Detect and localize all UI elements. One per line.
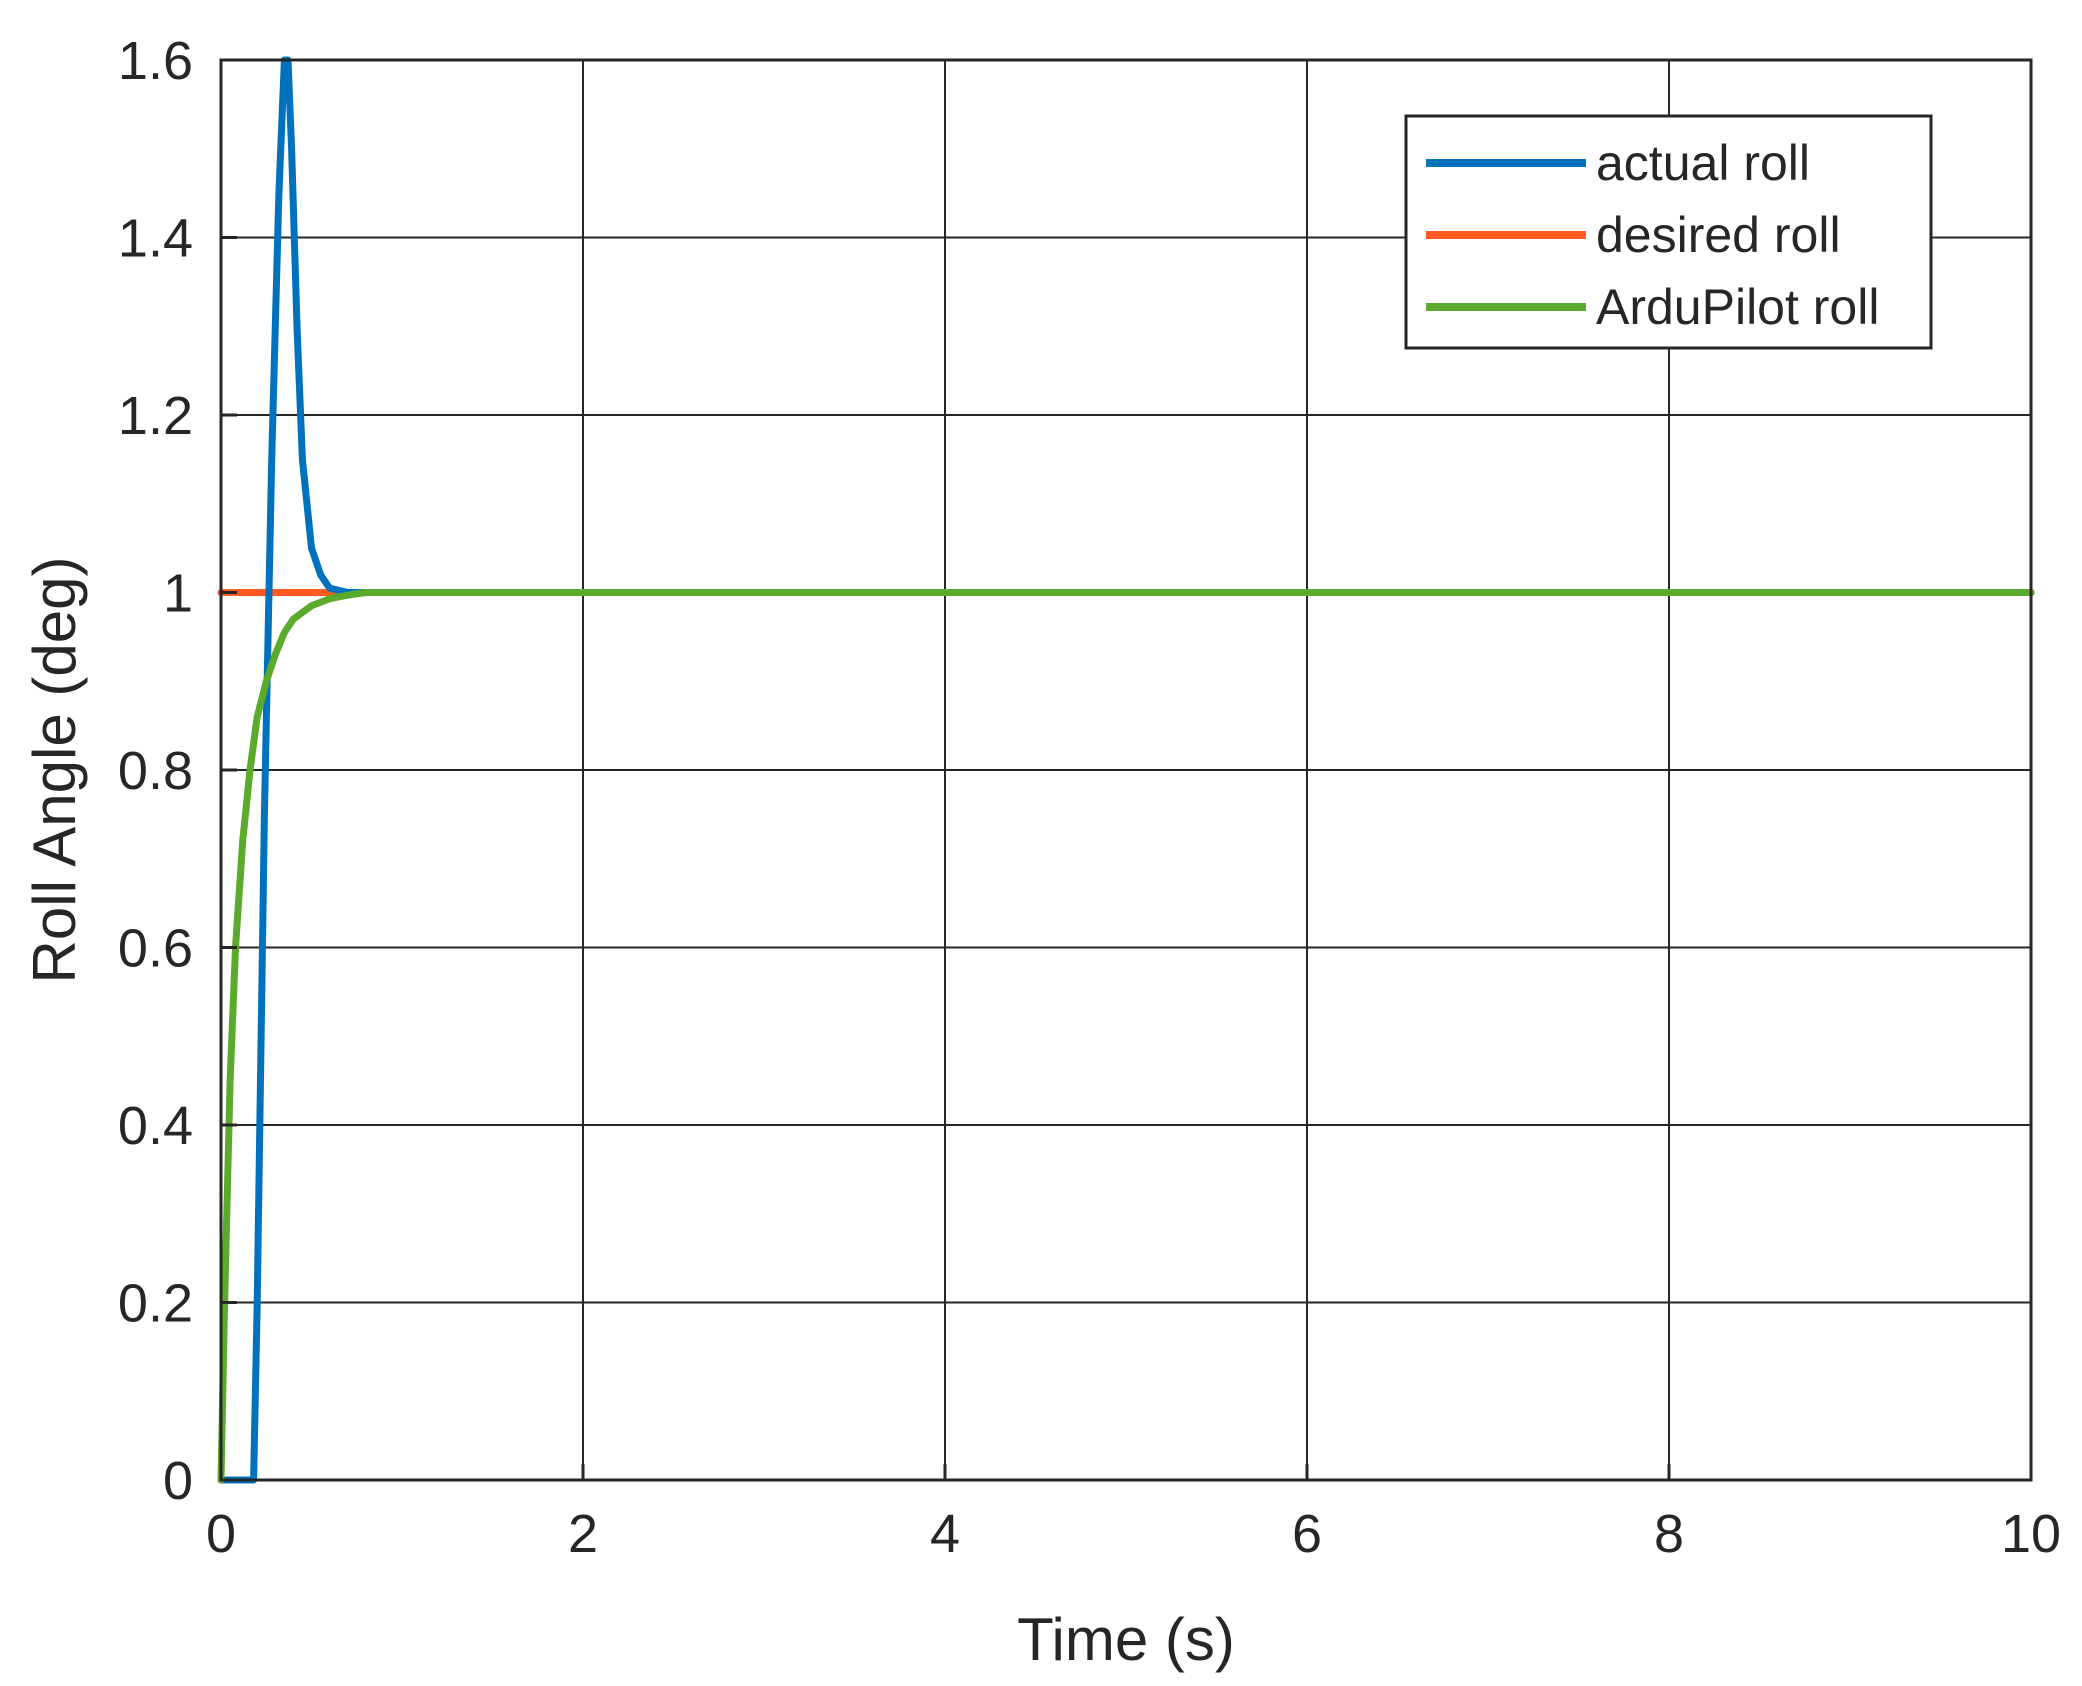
y-tick-label: 0.6 [118, 919, 193, 979]
x-tick-label: 2 [568, 1504, 598, 1564]
y-tick-label: 0.4 [118, 1096, 193, 1156]
x-axis-label: Time (s) [1017, 1606, 1235, 1673]
y-tick-label: 0.8 [118, 741, 193, 801]
x-tick-label: 0 [206, 1504, 236, 1564]
legend-label: ArduPilot roll [1596, 279, 1879, 335]
x-tick-label: 4 [930, 1504, 960, 1564]
legend-label: desired roll [1596, 207, 1841, 263]
tick-layer: 0 2 4 6 8 10 0 0.2 0.4 0.6 0.8 1 1.2 1.4 1.6 [118, 31, 2061, 1564]
y-tick-label: 1.6 [118, 31, 193, 91]
legend-label: actual roll [1596, 135, 1810, 191]
y-tick-label: 1.4 [118, 209, 193, 269]
y-tick-label: 1.2 [118, 386, 193, 446]
x-tick-label: 10 [2001, 1504, 2061, 1564]
y-tick-label: 1 [163, 564, 193, 624]
series-line-ardupilot-roll [217, 589, 2035, 1484]
x-tick-label: 8 [1654, 1504, 1684, 1564]
y-tick-label: 0 [163, 1451, 193, 1511]
legend: actual roll desired roll ArduPilot roll [1404, 114, 1933, 350]
x-tick-label: 6 [1292, 1504, 1322, 1564]
y-axis-label: Roll Angle (deg) [21, 557, 88, 984]
series-layer [217, 56, 2035, 1484]
y-tick-label: 0.2 [118, 1274, 193, 1334]
